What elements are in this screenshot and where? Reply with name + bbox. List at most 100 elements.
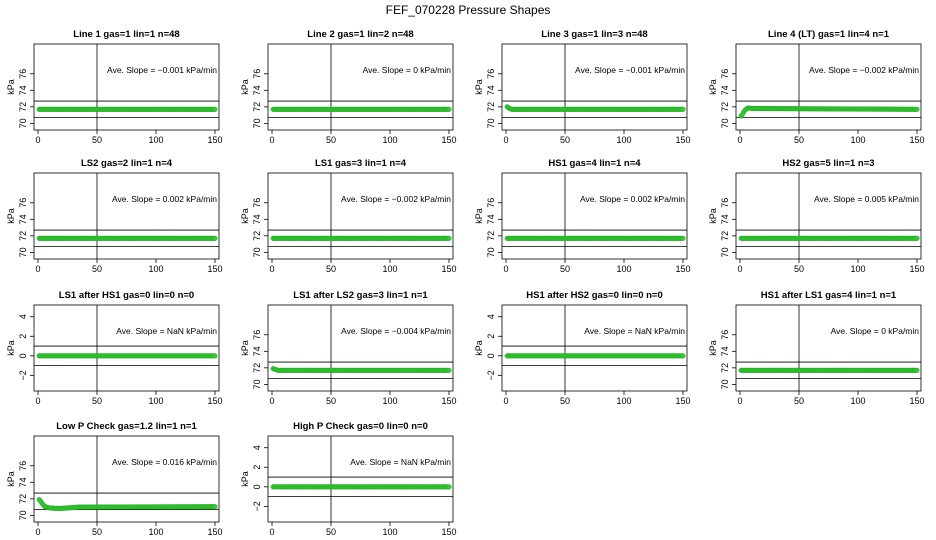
- x-tick-label: 100: [148, 527, 163, 537]
- y-axis-label: kPa: [240, 471, 250, 487]
- data-point: [680, 106, 686, 112]
- x-tick-label: 0: [503, 135, 508, 145]
- plot-frame: [735, 172, 922, 260]
- y-tick-label: 76: [252, 198, 262, 208]
- x-tick-label: 150: [207, 264, 222, 274]
- plot-frame: [267, 435, 454, 523]
- y-axis-label: kPa: [6, 79, 16, 95]
- data-point: [446, 235, 452, 241]
- y-tick-label: 4: [252, 445, 262, 450]
- data-point: [680, 235, 686, 241]
- y-tick-label: 70: [18, 510, 28, 520]
- data-point: [446, 484, 452, 490]
- plot-frame: [33, 43, 220, 131]
- y-tick-label: 74: [720, 214, 730, 224]
- slope-annotation: Ave. Slope = NaN kPa/min: [584, 326, 685, 336]
- data-points: [270, 106, 452, 112]
- x-tick-label: 50: [560, 135, 570, 145]
- y-tick-label: 74: [18, 85, 28, 95]
- data-points: [36, 353, 218, 359]
- y-tick-label: 72: [252, 363, 262, 373]
- x-tick-label: 0: [35, 264, 40, 274]
- x-tick-label: 50: [92, 527, 102, 537]
- slope-annotation: Ave. Slope = 0.005 kPa/min: [814, 194, 919, 204]
- x-tick-label: 100: [616, 264, 631, 274]
- slope-annotation: Ave. Slope = NaN kPa/min: [116, 326, 217, 336]
- y-tick-label: 72: [18, 231, 28, 241]
- slope-annotation: Ave. Slope = 0.016 kPa/min: [112, 457, 217, 467]
- panel-2: Line 2 gas=1 lin=2 n=48 0 50 100 150 70 72 74 76…: [240, 29, 457, 145]
- y-axis-label: kPa: [708, 79, 718, 95]
- y-tick-label: 72: [720, 231, 730, 241]
- y-tick-label: 76: [486, 198, 496, 208]
- x-tick-label: 0: [737, 264, 742, 274]
- slope-annotation: Ave. Slope = −0.002 kPa/min: [341, 194, 451, 204]
- data-point: [212, 504, 218, 510]
- x-tick-label: 100: [616, 396, 631, 406]
- x-tick-label: 100: [850, 396, 865, 406]
- data-points: [504, 235, 686, 241]
- x-tick-label: 100: [616, 135, 631, 145]
- y-tick-label: 72: [720, 102, 730, 112]
- slope-annotation: Ave. Slope = 0.002 kPa/min: [580, 194, 685, 204]
- y-tick-label: 76: [720, 330, 730, 340]
- x-tick-label: 150: [441, 396, 456, 406]
- slope-annotation: Ave. Slope = −0.001 kPa/min: [107, 65, 217, 75]
- y-tick-label: 72: [18, 494, 28, 504]
- y-tick-label: −2: [486, 370, 496, 380]
- panel-9: LS1 after HS1 gas=0 lin=0 n=0 0 50 100 150 −2…: [6, 290, 223, 406]
- y-axis-label: kPa: [474, 79, 484, 95]
- x-tick-label: 0: [269, 396, 274, 406]
- plot-frame: [33, 172, 220, 260]
- x-tick-label: 150: [675, 135, 690, 145]
- x-tick-label: 50: [326, 396, 336, 406]
- y-tick-label: 76: [720, 198, 730, 208]
- x-tick-label: 0: [737, 135, 742, 145]
- y-tick-label: 76: [720, 69, 730, 79]
- x-tick-label: 0: [269, 527, 274, 537]
- y-axis-label: kPa: [6, 208, 16, 224]
- x-tick-label: 150: [441, 527, 456, 537]
- x-tick-label: 150: [207, 135, 222, 145]
- x-tick-label: 150: [675, 264, 690, 274]
- y-tick-label: 72: [486, 231, 496, 241]
- x-tick-label: 150: [441, 264, 456, 274]
- x-tick-label: 150: [207, 527, 222, 537]
- data-points: [270, 235, 452, 241]
- data-points: [270, 366, 452, 373]
- panel-title: LS2 gas=2 lin=1 n=4: [81, 158, 173, 169]
- x-tick-label: 150: [441, 135, 456, 145]
- y-tick-label: 70: [252, 118, 262, 128]
- slope-annotation: Ave. Slope = −0.001 kPa/min: [575, 65, 685, 75]
- y-tick-label: 74: [18, 477, 28, 487]
- x-tick-label: 50: [560, 264, 570, 274]
- x-tick-label: 0: [269, 135, 274, 145]
- slope-annotation: Ave. Slope = 0 kPa/min: [363, 65, 452, 75]
- panel-12: HS1 after LS1 gas=4 lin=1 n=1 0 50 100 150 70…: [708, 290, 925, 406]
- slope-annotation: Ave. Slope = NaN kPa/min: [350, 457, 451, 467]
- y-tick-label: 0: [486, 353, 496, 358]
- y-tick-label: 70: [720, 379, 730, 389]
- y-tick-label: 2: [252, 465, 262, 470]
- x-tick-label: 100: [850, 135, 865, 145]
- x-tick-label: 150: [207, 396, 222, 406]
- panel-title: Low P Check gas=1.2 lin=1 n=1: [56, 421, 197, 432]
- data-point: [446, 367, 452, 373]
- x-tick-label: 0: [503, 396, 508, 406]
- y-axis-label: kPa: [240, 340, 250, 356]
- x-tick-label: 50: [794, 135, 804, 145]
- panel-1: Line 1 gas=1 lin=1 n=48 0 50 100 150 70 72 74 76…: [6, 29, 223, 145]
- y-tick-label: 70: [252, 247, 262, 257]
- y-tick-label: −2: [252, 501, 262, 511]
- panel-title: Line 2 gas=1 lin=2 n=48: [307, 29, 413, 40]
- panel-10: LS1 after LS2 gas=3 lin=1 n=1 0 50 100 150 70…: [240, 290, 457, 406]
- y-tick-label: 72: [486, 102, 496, 112]
- panel-title: HS1 after LS1 gas=4 lin=1 n=1: [761, 290, 897, 301]
- x-tick-label: 150: [909, 396, 924, 406]
- slope-annotation: Ave. Slope = 0 kPa/min: [831, 326, 920, 336]
- x-tick-label: 100: [382, 264, 397, 274]
- x-tick-label: 100: [382, 396, 397, 406]
